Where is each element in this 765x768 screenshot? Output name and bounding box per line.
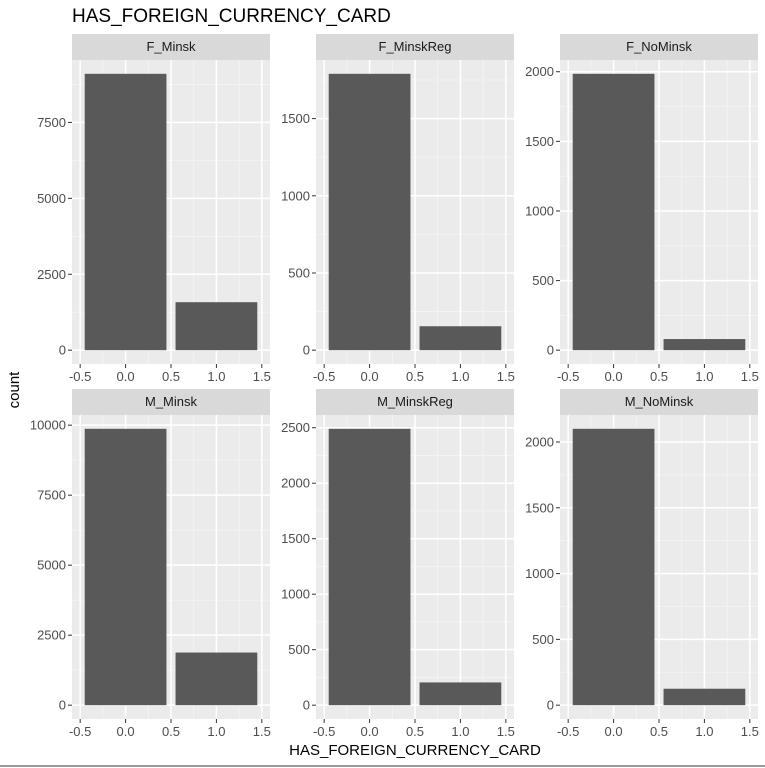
y-tick-label: 10000 <box>30 418 66 433</box>
x-tick-label: -0.5 <box>69 369 91 384</box>
facet-panel-F_NoMinsk: F_NoMinsk 0 500 1000 1500 2000 -0.5 0.0 0.5 1.0 1.… <box>525 34 759 384</box>
bar-M_MinskReg-0 <box>328 428 411 706</box>
x-tick-label: 0.5 <box>162 369 180 384</box>
y-tick-label: 2000 <box>525 434 554 449</box>
facet-strip-label: M_Minsk <box>145 394 198 409</box>
y-tick-label: 1000 <box>525 203 554 218</box>
y-tick-label: 2500 <box>37 628 66 643</box>
y-tick-label: 500 <box>288 265 310 280</box>
x-tick-label: 1.0 <box>695 369 713 384</box>
y-tick-label: 5000 <box>37 558 66 573</box>
y-tick-label: 1000 <box>281 188 310 203</box>
y-tick-label: 2500 <box>281 420 310 435</box>
bar-M_NoMinsk-1 <box>663 688 746 706</box>
y-tick-label: 1500 <box>525 500 554 515</box>
x-tick-label: 0.0 <box>117 369 135 384</box>
y-tick-label: 500 <box>532 273 554 288</box>
x-tick-label: 0.0 <box>361 724 379 739</box>
facet-panel-M_NoMinsk: M_NoMinsk 0 500 1000 1500 2000 -0.5 0.0 0.5 1.0 1.… <box>525 389 759 739</box>
facet-panel-F_Minsk: F_Minsk 0 2500 5000 7500 -0.5 0.0 0.5 1.0 1.5 <box>37 34 271 384</box>
bar-F_MinskReg-0 <box>328 73 411 351</box>
x-tick-label: 0.0 <box>605 369 623 384</box>
y-tick-label: 500 <box>532 632 554 647</box>
y-axis-title: count <box>6 371 23 409</box>
y-tick-label: 1500 <box>525 134 554 149</box>
facet-panel-M_Minsk: M_Minsk 0 2500 5000 7500 10000 -0.5 0.0 0.5 1.0 1.… <box>30 389 271 739</box>
facet-strip-label: M_NoMinsk <box>625 394 694 409</box>
x-tick-label: 1.0 <box>451 724 469 739</box>
chart-title: HAS_FOREIGN_CURRENCY_CARD <box>72 6 391 27</box>
x-tick-label: -0.5 <box>313 369 335 384</box>
facet-strip <box>560 389 758 415</box>
x-tick-label: 1.0 <box>695 724 713 739</box>
x-axis-title: HAS_FOREIGN_CURRENCY_CARD <box>289 742 541 759</box>
x-tick-label: 1.5 <box>253 724 271 739</box>
x-tick-label: 1.5 <box>741 724 759 739</box>
x-tick-label: 0.5 <box>650 724 668 739</box>
facet-strip-label: F_NoMinsk <box>626 39 692 54</box>
x-tick-label: 0.5 <box>406 724 424 739</box>
x-tick-label: 0.0 <box>117 724 135 739</box>
x-tick-label: -0.5 <box>557 724 579 739</box>
bar-M_MinskReg-1 <box>419 682 502 706</box>
x-tick-label: 0.5 <box>406 369 424 384</box>
y-tick-label: 2000 <box>281 476 310 491</box>
y-tick-label: 1500 <box>281 111 310 126</box>
x-tick-label: 0.5 <box>650 369 668 384</box>
facet-strip-label: F_Minsk <box>146 39 196 54</box>
y-tick-label: 5000 <box>37 191 66 206</box>
y-tick-label: 1500 <box>281 531 310 546</box>
y-tick-label: 0 <box>59 698 66 713</box>
facet-strip <box>560 34 758 60</box>
x-tick-label: 0.5 <box>162 724 180 739</box>
x-tick-label: 1.5 <box>497 724 515 739</box>
x-tick-label: 1.5 <box>253 369 271 384</box>
x-tick-label: 1.0 <box>207 369 225 384</box>
bar-F_Minsk-0 <box>84 73 167 351</box>
x-tick-label: 0.0 <box>605 724 623 739</box>
x-tick-label: 1.5 <box>741 369 759 384</box>
facet-panel-M_MinskReg: M_MinskReg 0 500 1000 1500 2000 2500 -0.5 0.0 0.5… <box>281 389 515 739</box>
bar-F_Minsk-1 <box>175 302 258 351</box>
bar-F_NoMinsk-1 <box>663 339 746 351</box>
facet-strip <box>316 389 514 415</box>
x-tick-label: 1.0 <box>451 369 469 384</box>
y-tick-label: 0 <box>303 343 310 358</box>
bar-F_NoMinsk-0 <box>572 73 655 351</box>
y-tick-label: 0 <box>303 698 310 713</box>
facet-strip <box>72 34 270 60</box>
facet-strip <box>72 389 270 415</box>
x-tick-label: 0.0 <box>361 369 379 384</box>
x-tick-label: -0.5 <box>69 724 91 739</box>
y-tick-label: 1000 <box>525 566 554 581</box>
bar-M_Minsk-0 <box>84 428 167 706</box>
y-tick-label: 0 <box>547 698 554 713</box>
y-tick-label: 2500 <box>37 267 66 282</box>
bar-F_MinskReg-1 <box>419 326 502 351</box>
x-tick-label: -0.5 <box>557 369 579 384</box>
facet-strip-label: M_MinskReg <box>377 394 453 409</box>
y-tick-label: 1000 <box>281 587 310 602</box>
y-tick-label: 7500 <box>37 115 66 130</box>
y-tick-label: 7500 <box>37 488 66 503</box>
bar-M_NoMinsk-0 <box>572 428 655 706</box>
y-tick-label: 2000 <box>525 64 554 79</box>
bar-M_Minsk-1 <box>175 652 258 706</box>
x-tick-label: -0.5 <box>313 724 335 739</box>
facet-panel-F_MinskReg: F_MinskReg 0 500 1000 1500 -0.5 0.0 0.5 1.0 1.5 <box>281 34 515 384</box>
facet-strip <box>316 34 514 60</box>
y-tick-label: 0 <box>59 343 66 358</box>
y-tick-label: 0 <box>547 343 554 358</box>
x-tick-label: 1.5 <box>497 369 515 384</box>
x-tick-label: 1.0 <box>207 724 225 739</box>
facet-strip-label: F_MinskReg <box>379 39 452 54</box>
y-tick-label: 500 <box>288 642 310 657</box>
